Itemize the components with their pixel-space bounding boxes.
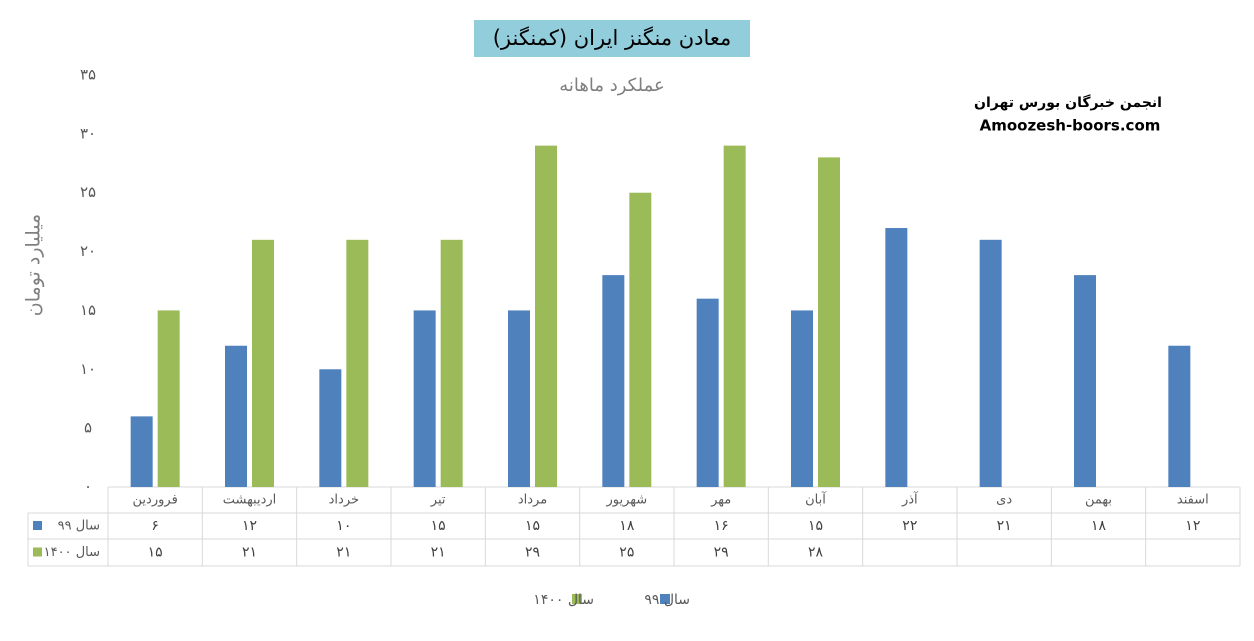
bar (413, 310, 436, 487)
y-axis-label: میلیارد تومان (23, 214, 45, 316)
x-tick-label: مهر (710, 493, 731, 508)
bar (885, 228, 908, 487)
table-value: ۲۱ (997, 518, 1012, 534)
table-value: ۱۵ (148, 545, 163, 561)
table-value: ۱۲ (242, 518, 257, 534)
bar (979, 239, 1002, 487)
bar (130, 416, 153, 487)
legend-label: سال ۱۴۰۰ (533, 592, 594, 608)
y-tick-label: ۱۵ (80, 301, 96, 319)
table-value: ۱۸ (1091, 518, 1107, 534)
y-tick-label: ۳۰ (80, 124, 96, 142)
y-tick-label: ۰ (84, 478, 92, 496)
bar (319, 369, 342, 487)
table-value: ۲۱ (431, 545, 446, 561)
bar (629, 192, 652, 487)
table-value: ۲۱ (242, 545, 257, 561)
table-row-label: سال ۱۴۰۰ (44, 545, 100, 560)
bar (791, 310, 813, 487)
x-tick-label: آبان (805, 491, 827, 508)
y-tick-label: ۱۰ (80, 360, 96, 378)
table-value: ۱۵ (808, 518, 823, 534)
bar (1074, 275, 1096, 487)
chart-title: معادن منگنز ایران (کمنگنز) (493, 26, 732, 50)
table-value: ۲۱ (336, 545, 351, 561)
x-tick-label: خرداد (329, 493, 359, 508)
table-value: ۱۶ (714, 518, 729, 534)
x-tick-label: اسفند (1177, 493, 1209, 508)
table-value: ۱۵ (431, 518, 446, 534)
bar (535, 145, 557, 487)
y-tick-label: ۳۵ (80, 66, 96, 84)
legend-swatch (33, 547, 42, 557)
legend-label: سال ۹۹ (644, 592, 690, 608)
bar (346, 239, 369, 487)
y-tick-label: ۲۰ (80, 242, 96, 260)
bar (1168, 345, 1191, 487)
x-tick-label: تیر (430, 493, 446, 508)
bar (508, 310, 530, 487)
watermark: Amoozesh-boors.com (980, 117, 1161, 135)
table-value: ۲۵ (619, 545, 634, 561)
legend-swatch (33, 521, 42, 530)
chart-subtitle: عملکرد ماهانه (559, 75, 664, 96)
legend-swatch (660, 594, 670, 604)
table-value: ۱۰ (336, 518, 351, 534)
y-tick-label: ۲۵ (80, 183, 96, 201)
x-tick-label: شهریور (605, 493, 647, 508)
bar (818, 157, 840, 487)
bar (225, 345, 247, 487)
table-value: ۱۵ (525, 518, 540, 534)
table-value: ۶ (151, 518, 159, 534)
bar (723, 145, 746, 487)
table-value: ۲۹ (714, 545, 729, 561)
legend-swatch (572, 594, 582, 604)
x-tick-label: بهمن (1085, 493, 1112, 508)
watermark: انجمن خبرگان بورس تهران (974, 94, 1162, 111)
x-tick-label: فروردین (133, 493, 178, 508)
y-tick-label: ۵ (84, 419, 92, 437)
x-tick-label: اردیبهشت (223, 493, 277, 508)
bar (602, 275, 625, 487)
bar (440, 239, 463, 487)
x-tick-label: آذر (901, 491, 919, 508)
x-tick-label: مرداد (518, 493, 547, 508)
bar (696, 298, 719, 487)
table-value: ۲۲ (902, 518, 917, 534)
table-row-label: سال ۹۹ (58, 519, 100, 534)
table-value: ۱۲ (1185, 518, 1200, 534)
table-value: ۲۸ (808, 545, 824, 561)
x-tick-label: دی (996, 493, 1012, 508)
bar (157, 310, 180, 487)
table-value: ۱۸ (619, 518, 635, 534)
table-value: ۲۹ (525, 545, 540, 561)
title-box (474, 20, 750, 57)
bar (252, 239, 274, 487)
